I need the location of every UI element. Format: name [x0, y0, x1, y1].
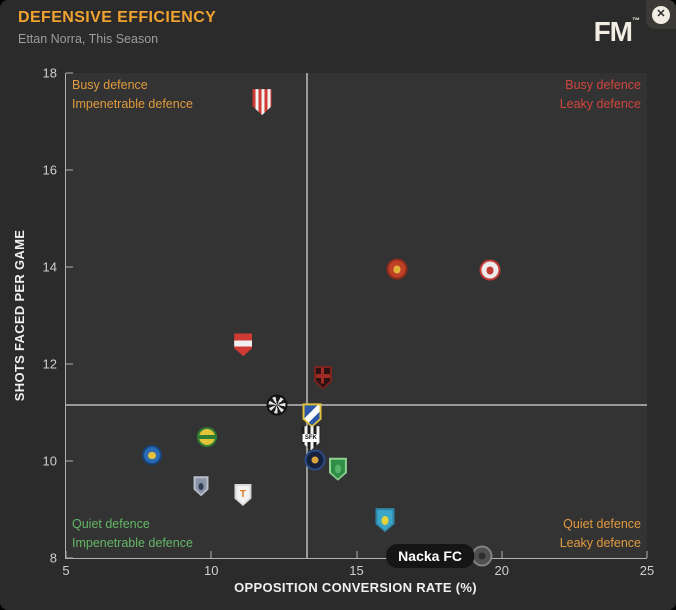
close-icon: ✕	[652, 5, 670, 24]
x-tick-label: 5	[62, 563, 70, 578]
club-badge-grey-blue-small-shield[interactable]	[193, 476, 209, 497]
club-badge-nacka-fc[interactable]	[471, 545, 493, 567]
y-axis-tick	[66, 363, 73, 365]
club-badge-blue-yellow-diagonal-shield[interactable]	[302, 403, 322, 428]
y-axis-label: SHOTS FACED PER GAME	[12, 229, 28, 402]
badge-letter: SFK	[302, 434, 319, 443]
badge-emblem	[316, 367, 331, 388]
close-button[interactable]: ✕	[646, 0, 676, 29]
chart-area: SHOTS FACED PER GAME OPPOSITION CONVERSI…	[0, 56, 676, 610]
quadrant-line: Busy defence	[565, 78, 641, 92]
average-line-vertical	[306, 73, 309, 558]
badge-center-emblem	[334, 464, 342, 474]
quadrant-line: Leaky defence	[559, 97, 641, 111]
x-axis-tick	[646, 551, 648, 558]
badge-emblem	[388, 260, 406, 278]
x-axis-tick	[210, 551, 212, 558]
quadrant-line: Impenetrable defence	[72, 536, 193, 550]
club-badge-navy-gold-circle[interactable]	[304, 449, 326, 471]
fm-logo: FM™	[593, 16, 640, 47]
quadrant-line: Quiet defence	[72, 517, 150, 531]
badge-center-emblem	[381, 515, 389, 525]
badge-band	[198, 434, 215, 439]
club-badge-green-shield[interactable]	[328, 457, 347, 481]
page-subtitle: Ettan Norra, This Season	[18, 32, 159, 46]
badge-emblem	[195, 478, 207, 495]
badge-center-emblem	[148, 451, 156, 459]
y-tick-label: 14	[42, 259, 57, 275]
average-line-horizontal	[66, 404, 647, 407]
y-tick-label: 8	[49, 550, 57, 566]
club-badge-white-orange-t-shield[interactable]: T	[234, 483, 252, 506]
club-badge-white-red-ring-circle[interactable]	[479, 259, 501, 281]
quadrant-line: Impenetrable defence	[72, 97, 193, 111]
y-axis-tick	[66, 266, 73, 268]
trademark-mark: ™	[632, 16, 640, 25]
badge-center-emblem	[478, 552, 486, 560]
quadrant-line: Leaky defence	[559, 536, 641, 550]
x-axis-tick	[65, 551, 67, 558]
club-badge-sfk-striped-shield[interactable]: SFK	[301, 426, 321, 451]
badge-emblem: T	[236, 485, 250, 504]
window-header: DEFENSIVE EFFICIENCY Ettan Norra, This S…	[0, 0, 676, 56]
x-axis-tick	[501, 551, 503, 558]
quadrant-line: Busy defence	[72, 78, 148, 92]
quadrant-line: Quiet defence	[563, 517, 641, 531]
club-badge-orange-eagle-circle[interactable]	[386, 258, 408, 280]
badge-emblem	[143, 447, 160, 464]
x-axis-tick	[356, 551, 357, 558]
badge-band	[234, 340, 253, 347]
x-tick-label: 25	[639, 563, 655, 578]
badge-emblem	[330, 459, 345, 479]
y-axis-tick	[66, 557, 73, 559]
badge-emblem	[481, 261, 499, 279]
y-tick-label: 18	[42, 65, 57, 81]
club-badge-red-white-band-shield[interactable]	[234, 333, 253, 357]
quadrant-label-bottom-right: Quiet defence Leaky defence	[560, 515, 641, 553]
badge-center-emblem	[198, 482, 204, 490]
quadrant-label-bottom-left: Quiet defence Impenetrable defence	[72, 515, 193, 553]
y-axis-tick	[66, 169, 73, 171]
x-axis-label: OPPOSITION CONVERSION RATE (%)	[234, 580, 477, 595]
badge-center-emblem	[486, 266, 494, 275]
x-tick-label: 20	[494, 563, 509, 578]
quadrant-label-top-left: Busy defence Impenetrable defence	[72, 76, 193, 114]
club-badge-blue-gold-circle[interactable]	[141, 445, 162, 466]
plot-area: Busy defence Impenetrable defence Busy d…	[43, 66, 655, 579]
badge-emblem	[198, 429, 215, 446]
club-badge-red-white-striped-shield[interactable]	[252, 89, 272, 116]
club-badge-black-white-spokes-circle[interactable]	[266, 394, 288, 416]
badge-center-emblem	[393, 265, 401, 274]
badge-emblem	[268, 396, 286, 414]
badge-emblem	[304, 405, 320, 426]
x-tick-label: 15	[349, 563, 364, 578]
y-tick-label: 10	[42, 453, 57, 469]
club-badge-dark-red-cross-shield[interactable]	[314, 365, 333, 390]
badge-letter: T	[239, 488, 246, 500]
page-title: DEFENSIVE EFFICIENCY	[18, 9, 217, 26]
x-tick-label: 10	[204, 563, 219, 578]
y-axis-tick	[66, 460, 73, 462]
quadrant-label-top-right: Busy defence Leaky defence	[560, 76, 641, 114]
y-tick-label: 16	[42, 162, 57, 178]
y-axis-tick	[66, 72, 73, 74]
badge-emblem	[377, 510, 393, 531]
y-tick-label: 12	[42, 356, 57, 372]
badge-emblem	[306, 451, 324, 469]
club-badge-yellow-green-wreath-circle[interactable]	[196, 427, 217, 448]
badge-emblem	[473, 547, 491, 565]
club-badge-teal-leaf-shield[interactable]	[375, 508, 395, 533]
tooltip-nacka-fc: Nacka FC	[386, 544, 474, 569]
badge-center-emblem	[311, 456, 319, 464]
